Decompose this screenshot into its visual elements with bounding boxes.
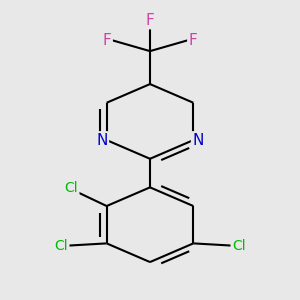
- Text: F: F: [189, 33, 197, 48]
- Text: Cl: Cl: [232, 238, 245, 253]
- Text: F: F: [146, 13, 154, 28]
- Text: Cl: Cl: [64, 182, 78, 196]
- Text: N: N: [96, 133, 108, 148]
- Text: Cl: Cl: [55, 238, 68, 253]
- Text: N: N: [192, 133, 204, 148]
- Text: F: F: [103, 33, 111, 48]
